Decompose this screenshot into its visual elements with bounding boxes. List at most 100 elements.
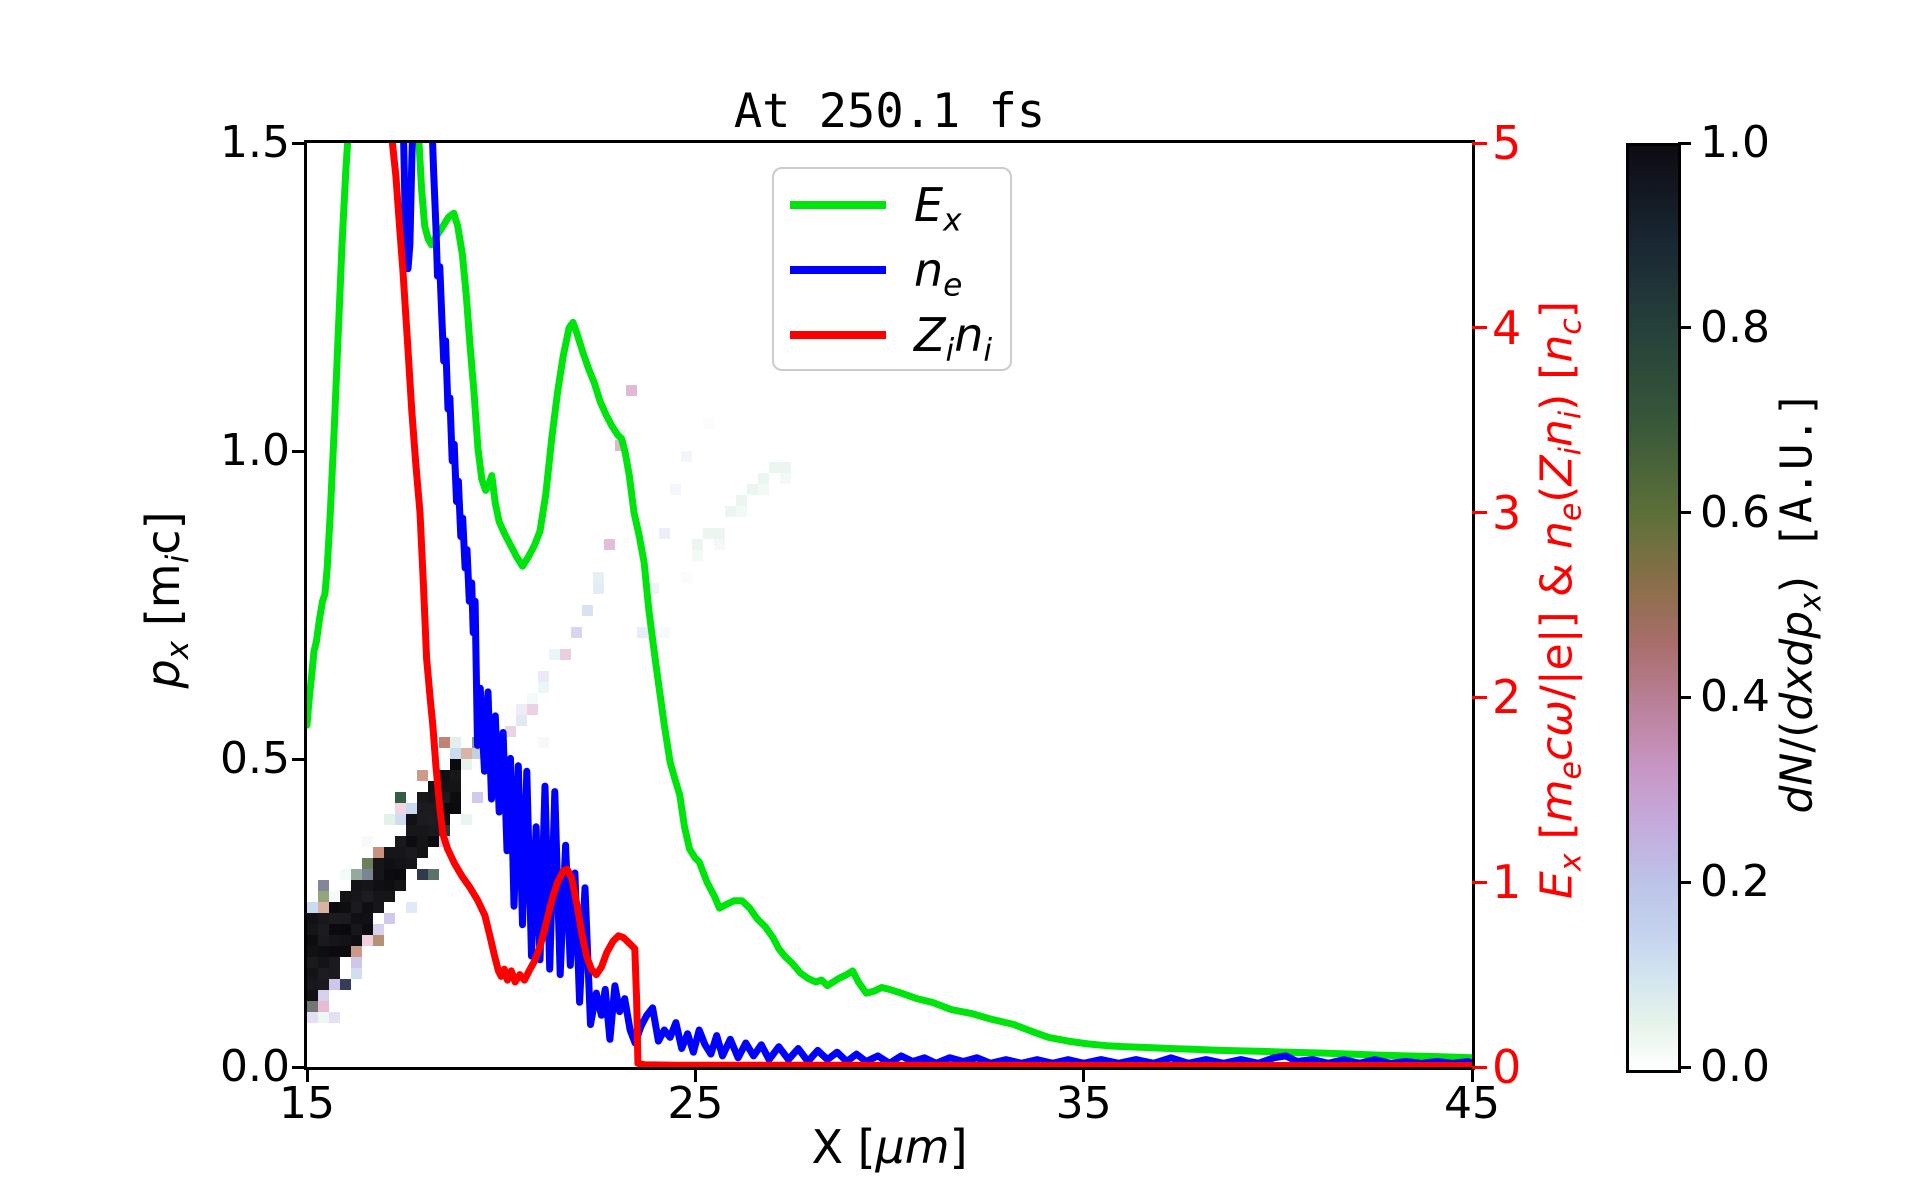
heatmap-cell: [428, 869, 439, 880]
heatmap-cell: [318, 946, 329, 957]
heatmap-cell: [417, 814, 428, 825]
label-segment: ) [: [1531, 362, 1583, 411]
heatmap-cell: [351, 957, 362, 968]
heatmap-cell: [318, 990, 329, 1001]
heatmap-cell: [340, 924, 351, 935]
heatmap-cell: [736, 495, 747, 506]
heatmap-cell: [670, 484, 681, 495]
heatmap-cell: [384, 869, 395, 880]
heatmap-cell: [318, 913, 329, 924]
x-tick: [1470, 1067, 1474, 1082]
heatmap-cell: [395, 847, 406, 858]
y-right-tick-label: 5: [1492, 116, 1522, 170]
heatmap-cell: [593, 572, 604, 583]
heatmap-cell: [340, 935, 351, 946]
heatmap-cell: [384, 891, 395, 902]
label-segment: c]: [135, 511, 190, 555]
colorbar-tick-label: 1.0: [1700, 117, 1770, 168]
heatmap-cell: [417, 869, 428, 880]
heatmap-cell: [417, 792, 428, 803]
label-segment: E: [1531, 871, 1583, 899]
heatmap-cell: [395, 814, 406, 825]
label-segment: n: [914, 243, 944, 297]
heatmap-cell: [384, 858, 395, 869]
heatmap-cell: [384, 880, 395, 891]
heatmap-cell: [307, 1001, 318, 1012]
heatmap-cell: [692, 550, 703, 561]
heatmap-cell: [736, 506, 747, 517]
heatmap-cell: [527, 704, 538, 715]
heatmap-cell: [703, 528, 714, 539]
heatmap-cell: [714, 528, 725, 539]
heatmap-cell: [373, 880, 384, 891]
heatmap-cell: [307, 990, 318, 1001]
heatmap-cell: [362, 836, 373, 847]
y-right-tick-label: 0: [1492, 1040, 1522, 1094]
heatmap-cell: [747, 484, 758, 495]
heatmap-cell: [406, 836, 417, 847]
heatmap-cell: [648, 583, 659, 594]
label-segment: n: [1531, 334, 1583, 363]
heatmap-cell: [417, 770, 428, 781]
heatmap-cell: [516, 715, 527, 726]
label-segment: Z: [914, 308, 946, 362]
colorbar-tick-label: 0.2: [1700, 856, 1770, 908]
heatmap-cell: [450, 792, 461, 803]
heatmap-cell: [340, 869, 351, 880]
heatmap-cell: [417, 847, 428, 858]
y-right-tick: [1472, 141, 1487, 145]
label-segment: e: [943, 267, 963, 304]
heatmap-cell: [329, 913, 340, 924]
plot-area: [307, 143, 1472, 1067]
heatmap-cell: [428, 781, 439, 792]
label-segment: (: [1531, 485, 1583, 503]
y-right-tick: [1472, 1065, 1487, 1069]
y-left-tick: [292, 1065, 307, 1069]
heatmap-cell: [637, 627, 648, 638]
heatmap-cell: [318, 902, 329, 913]
y-left-tick: [292, 141, 307, 145]
label-segment: m: [1531, 779, 1583, 823]
heatmap-cell: [329, 968, 340, 979]
heatmap-cell: [307, 924, 318, 935]
heatmap-cell: [439, 770, 450, 781]
legend-line-sample: [790, 266, 886, 274]
heatmap-cell: [527, 693, 538, 704]
heatmap-cell: [472, 792, 483, 803]
colorbar-tick: [1678, 880, 1691, 884]
heatmap-cell: [681, 572, 692, 583]
heatmap-cell: [461, 759, 472, 770]
y-right-tick: [1472, 511, 1487, 515]
heatmap-cell: [329, 935, 340, 946]
label-segment: X [: [811, 1120, 876, 1174]
colorbar-tick-label: 0.6: [1700, 486, 1770, 538]
heatmap-cell: [384, 814, 395, 825]
heatmap-cell: [362, 891, 373, 902]
heatmap-cell: [340, 979, 351, 990]
label-segment: /(: [1771, 720, 1823, 753]
colorbar-tick: [1678, 1065, 1691, 1069]
heatmap-cell: [417, 825, 428, 836]
heatmap-cell: [450, 737, 461, 748]
y-right-tick-label: 2: [1492, 670, 1522, 725]
heatmap-cell: [395, 869, 406, 880]
heatmap-cell: [626, 385, 637, 396]
heatmap-cell: [582, 605, 593, 616]
y-left-tick-label: 1.0: [220, 425, 290, 476]
label-segment: e: [1553, 502, 1589, 522]
heatmap-cell: [318, 1001, 329, 1012]
y-axis-right-label: Ex [mecω/|e|] & ne(Zini) [nc]: [1532, 301, 1589, 899]
heatmap-cell: [428, 814, 439, 825]
heatmap-cell: [373, 847, 384, 858]
heatmap-cell: [472, 748, 483, 759]
heatmap-cell: [538, 682, 549, 693]
heatmap-cell: [329, 946, 340, 957]
heatmap-cell: [450, 781, 461, 792]
heatmap-cell: [362, 902, 373, 913]
label-segment: /|e|] &: [1531, 548, 1583, 700]
label-segment: x: [1553, 853, 1589, 872]
heatmap-cell: [439, 803, 450, 814]
label-segment: μm: [875, 1120, 950, 1174]
heatmap-cell: [340, 946, 351, 957]
heatmap-cell: [373, 869, 384, 880]
